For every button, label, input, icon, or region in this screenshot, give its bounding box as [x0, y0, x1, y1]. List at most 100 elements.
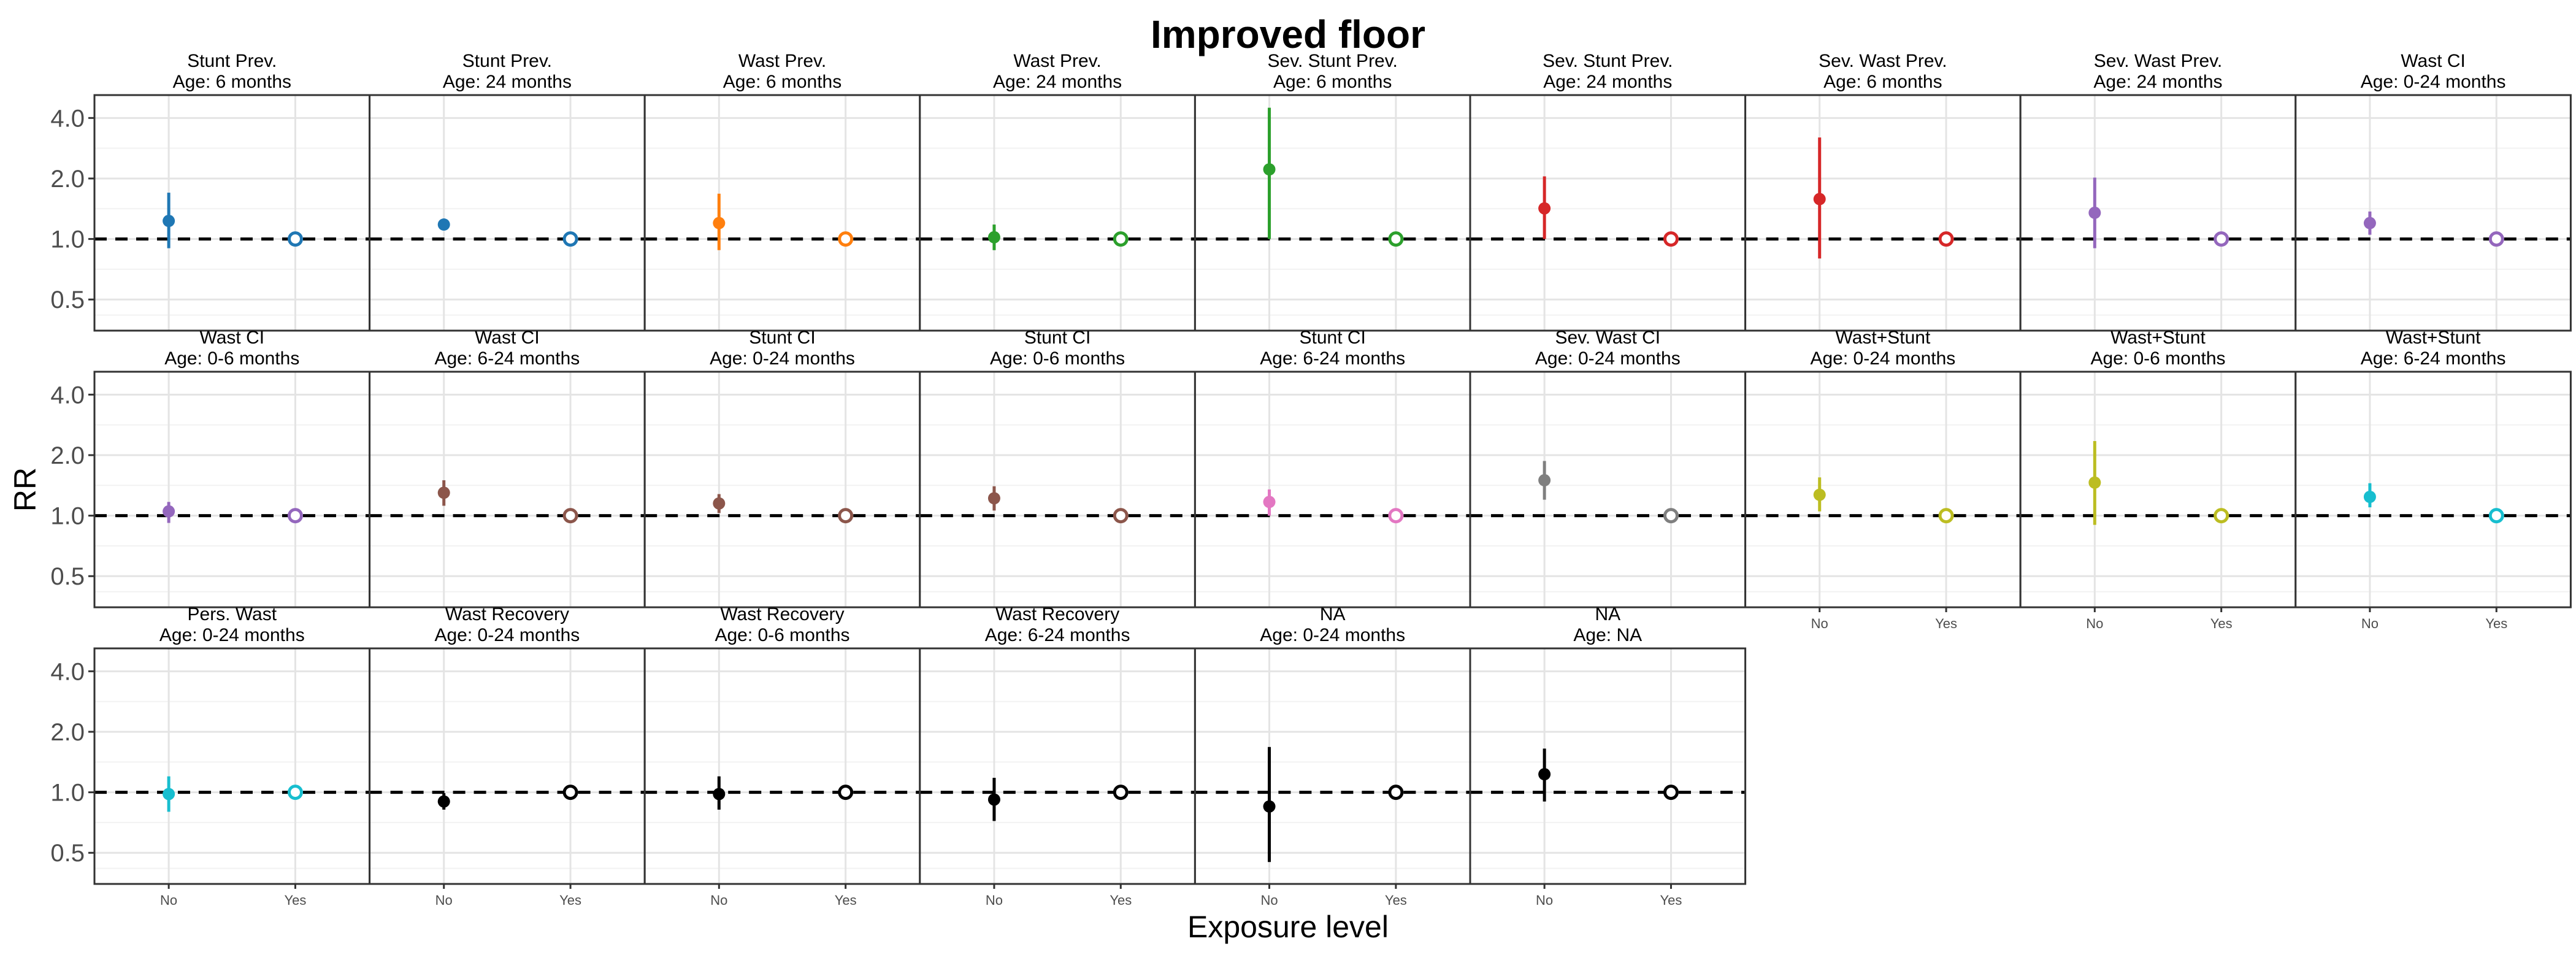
panel-title-outcome: Stunt CI [749, 328, 815, 348]
panel-background [1470, 95, 1746, 331]
estimate-point [987, 231, 1000, 244]
estimate-point [1263, 800, 1276, 813]
estimate-point [437, 486, 450, 499]
x-tick-label: Yes [1385, 893, 1407, 908]
panel-title-age: Age: 0-24 months [1810, 348, 1955, 369]
panel-background [919, 372, 1195, 607]
panel-border [2294, 94, 2572, 332]
estimate-point [2088, 206, 2101, 219]
y-axis-label: RR [8, 467, 42, 512]
reference-point [287, 508, 303, 524]
x-tick-label: Yes [285, 893, 307, 908]
reference-point [562, 231, 578, 247]
panel-title-outcome: Sev. Wast Prev. [2094, 51, 2223, 71]
estimate-point [2363, 490, 2376, 503]
reference-point [1113, 785, 1129, 801]
estimate-point [163, 788, 175, 801]
estimate-point [713, 497, 726, 510]
panel-title-age: Age: 6 months [173, 72, 291, 92]
panel-title-age: Age: 24 months [443, 72, 572, 92]
y-tick-label: 0.5 [50, 563, 85, 590]
estimate-point [2088, 476, 2101, 489]
estimate-point [437, 218, 450, 231]
panel-background [369, 95, 645, 331]
panel-background [1195, 372, 1470, 607]
panel-title-outcome: Wast+Stunt [2386, 328, 2481, 348]
reference-point [1663, 785, 1679, 801]
estimate-point [713, 217, 726, 229]
y-tick-label: 1.0 [50, 226, 85, 253]
panel-title-age: Age: 0-24 months [1535, 348, 1681, 369]
x-tick-label: Yes [2210, 616, 2233, 631]
estimate-point [1813, 488, 1826, 501]
estimate-point [1813, 193, 1826, 205]
panel-title-outcome: Sev. Stunt Prev. [1543, 51, 1673, 71]
reference-point [838, 231, 854, 247]
panel-title-outcome: Sev. Stunt Prev. [1268, 51, 1398, 71]
panel-title-age: Age: 0-6 months [715, 625, 849, 645]
x-tick-label: Yes [2485, 616, 2507, 631]
reference-point [1388, 785, 1404, 801]
x-tick-label: No [2086, 616, 2103, 631]
panel-background [94, 648, 370, 884]
panel-background [2020, 95, 2296, 331]
x-tick-label: Yes [835, 893, 857, 908]
panel-title-age: Age: 24 months [1543, 72, 1672, 92]
x-tick-label: No [1260, 893, 1278, 908]
y-tick-label: 2.0 [50, 442, 85, 469]
estimate-point [987, 492, 1000, 505]
reference-point [1388, 508, 1404, 524]
panel-background [1745, 372, 2021, 607]
estimate-point [987, 793, 1000, 806]
panel-border [2294, 371, 2572, 609]
panel-title-age: Age: 6-24 months [1260, 348, 1405, 369]
reference-point [1938, 231, 1954, 247]
reference-point [562, 785, 578, 801]
panel-background [1195, 648, 1470, 884]
reference-point [562, 508, 578, 524]
panel-title-outcome: Wast Prev. [1013, 51, 1101, 71]
reference-point [1388, 231, 1404, 247]
panel-title-outcome: NA [1595, 604, 1620, 624]
y-tick-label: 0.5 [50, 840, 85, 867]
panel-title-age: Age: 6 months [1823, 72, 1942, 92]
x-tick-label: No [435, 893, 453, 908]
reference-point [287, 785, 303, 801]
y-tick-label: 2.0 [50, 166, 85, 193]
estimate-point [1538, 474, 1551, 486]
panel-title-age: Age: 24 months [993, 72, 1122, 92]
x-tick-label: No [2361, 616, 2379, 631]
panel-background [645, 372, 920, 607]
reference-point [1113, 508, 1129, 524]
panel-title-outcome: Stunt CI [1300, 328, 1366, 348]
x-tick-label: Yes [1935, 616, 1957, 631]
panel-background [1470, 648, 1746, 884]
panel-title-outcome: Wast Prev. [738, 51, 826, 71]
panel-background [2295, 95, 2571, 331]
panel-background [94, 95, 370, 331]
panel-title-outcome: Stunt Prev. [462, 51, 552, 71]
panel-background [645, 648, 920, 884]
panel-title-outcome: Sev. Wast Prev. [1819, 51, 1947, 71]
panel-title-age: Age: 0-6 months [2090, 348, 2225, 369]
panel-title-outcome: Pers. Wast [188, 604, 277, 624]
panel-title-age: Age: 6 months [1273, 72, 1392, 92]
panel-title-outcome: Wast Recovery [445, 604, 569, 624]
x-tick-label: No [710, 893, 727, 908]
panel-background [2295, 372, 2571, 607]
reference-point [2488, 508, 2504, 524]
x-tick-label: No [986, 893, 1003, 908]
x-tick-label: No [160, 893, 177, 908]
reference-point [2214, 508, 2229, 524]
x-tick-label: No [1536, 893, 1553, 908]
panel-background [1745, 95, 2021, 331]
estimate-point [1263, 163, 1276, 176]
y-tick-label: 2.0 [50, 719, 85, 746]
estimate-point [163, 505, 175, 518]
panel-background [2020, 372, 2296, 607]
panel-title-outcome: Stunt Prev. [187, 51, 277, 71]
reference-point [838, 508, 854, 524]
x-tick-label: Yes [1110, 893, 1132, 908]
